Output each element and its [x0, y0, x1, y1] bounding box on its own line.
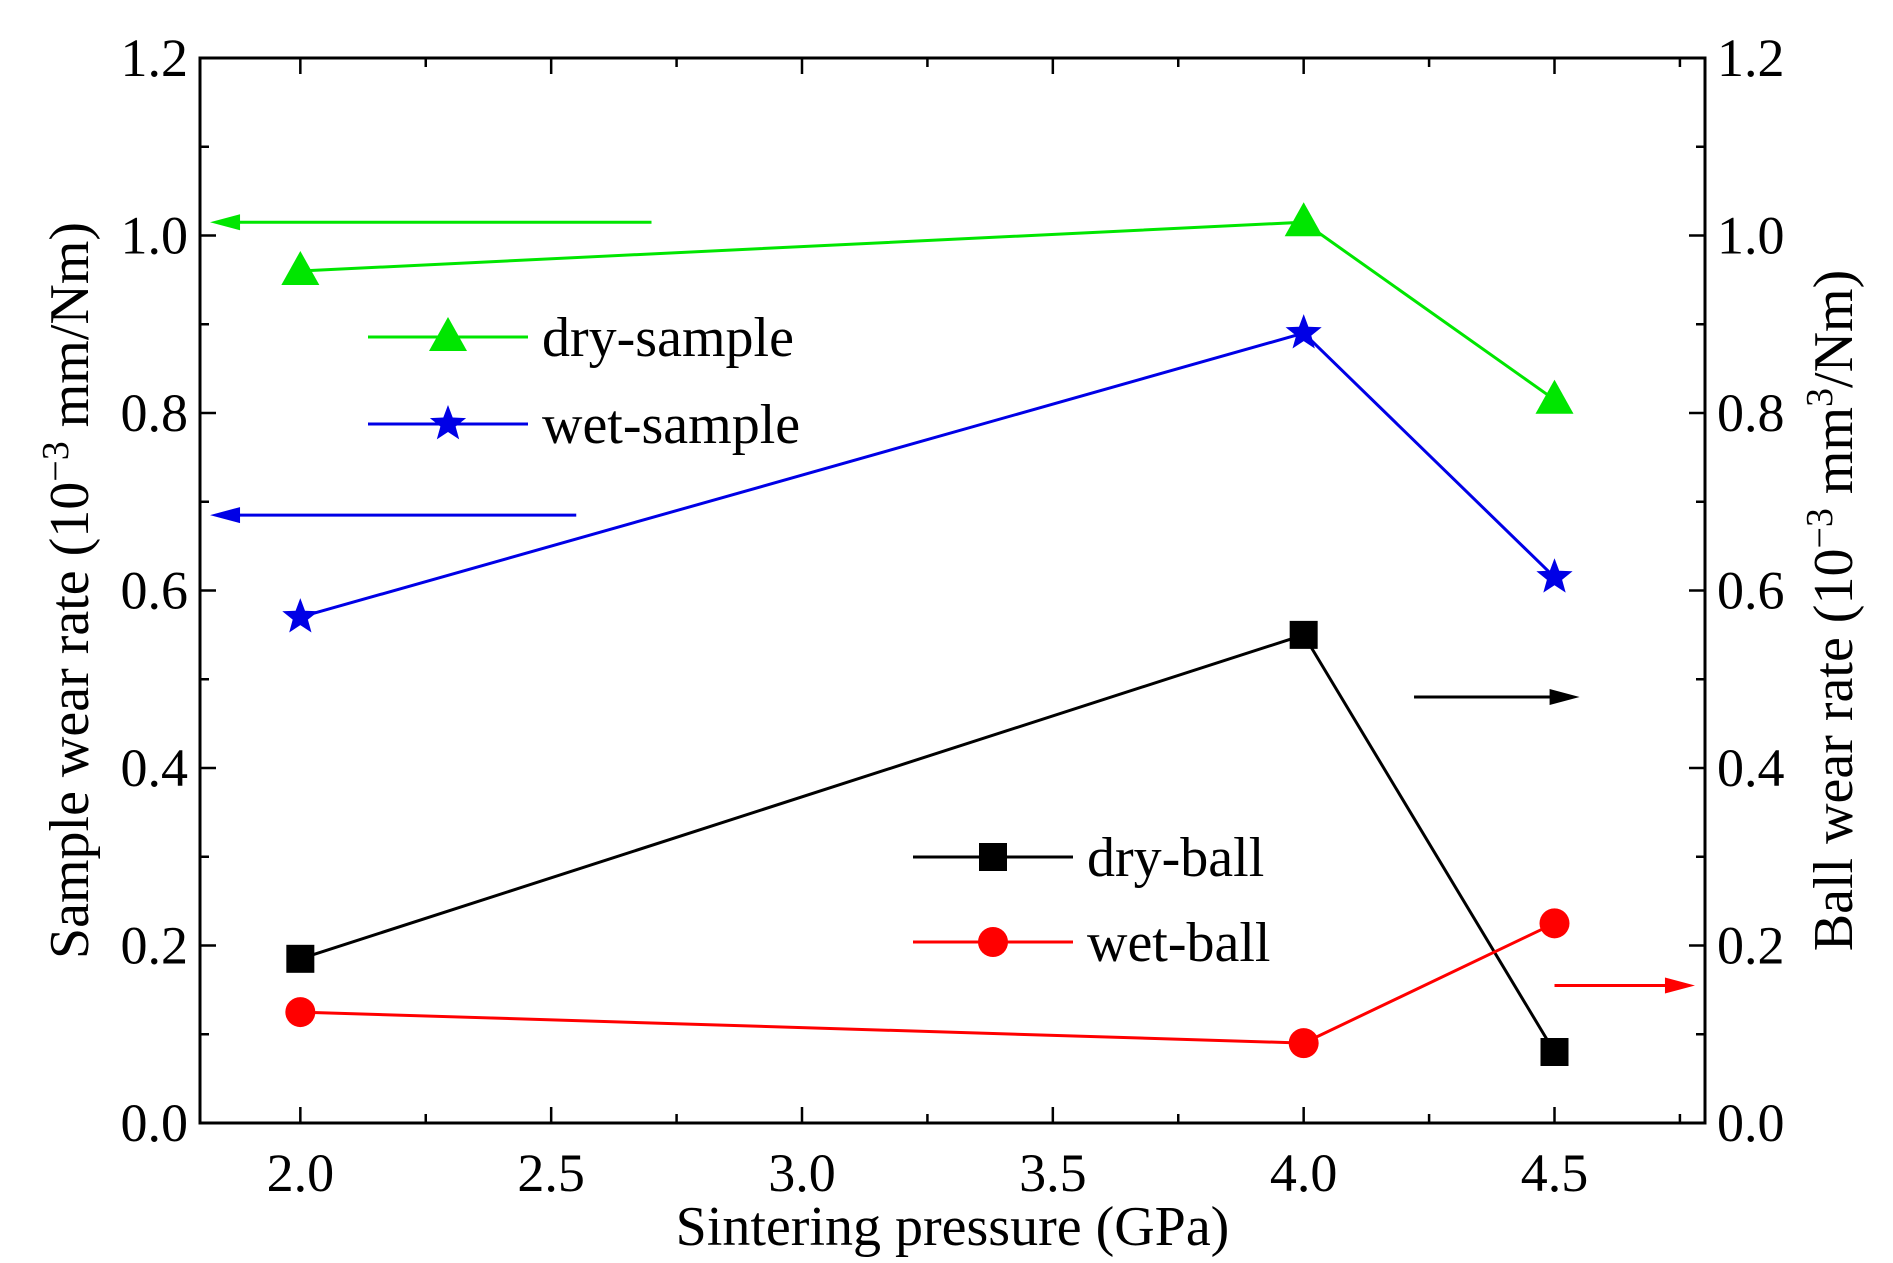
wet-ball-arrow-head	[1664, 977, 1695, 994]
wet-sample-arrow-head	[210, 507, 241, 524]
dry-ball-axis-arrow	[1414, 689, 1580, 705]
legend-item-wet-sample: wet-sample	[368, 394, 800, 456]
wet-sample-line	[299, 331, 1556, 619]
series-dry-ball	[286, 620, 1569, 1066]
wet-ball-point	[285, 997, 316, 1028]
y-left-tick-label: 1.0	[121, 206, 189, 266]
dry-sample-arrow-head	[210, 214, 241, 231]
wet-sample-point	[1285, 314, 1322, 349]
legend-marker-square	[979, 843, 1007, 871]
y-left-tick-label: 0.6	[121, 561, 189, 621]
dry-ball-arrow-head	[1549, 689, 1580, 705]
legend-label: wet-ball	[1087, 912, 1270, 974]
legend-item-dry-sample: dry-sample	[368, 307, 794, 369]
y-left-axis-title: Sample wear rate (10−3 mm/Nm)	[35, 222, 101, 959]
y-right-tick-label: 0.8	[1717, 383, 1785, 443]
dry-sample-point	[1535, 379, 1574, 414]
legend-marker-circle	[978, 927, 1008, 957]
axes-layer: 2.0 2.5 3.0 3.5 4.0 4.5 0.0 0.0 0.2 0.2 0.4 0.4 0.6 0…	[121, 28, 1785, 1203]
legend-label: dry-ball	[1087, 827, 1264, 889]
legend: dry-sample wet-sample dry-ball wet-ball	[368, 307, 1270, 974]
y-right-tick-label: 0.4	[1717, 738, 1785, 798]
wet-sample-point	[282, 598, 319, 633]
wet-ball-point	[1539, 908, 1570, 939]
y-left-tick-label: 1.2	[121, 28, 189, 88]
x-tick-label: 2.0	[267, 1143, 335, 1203]
y-right-tick-label: 1.0	[1717, 206, 1785, 266]
y-right-tick-label: 0.6	[1717, 561, 1785, 621]
series-wet-ball	[285, 908, 1570, 1059]
dry-ball-point	[286, 944, 315, 973]
y-left-tick-label: 0.0	[121, 1093, 189, 1153]
wet-ball-point	[1288, 1028, 1319, 1059]
x-tick-label: 3.0	[768, 1143, 836, 1203]
y-right-tick-label: 0.0	[1717, 1093, 1785, 1153]
dry-sample-point	[1284, 202, 1323, 237]
wet-sample-point	[1536, 558, 1573, 593]
wet-ball-axis-arrow	[1554, 977, 1695, 994]
dry-sample-point	[281, 251, 320, 285]
dry-sample-axis-arrow	[210, 214, 652, 231]
y-left-tick-label: 0.2	[121, 916, 189, 976]
legend-label: wet-sample	[542, 394, 800, 456]
y-left-tick-label: 0.8	[121, 383, 189, 443]
x-tick-label: 4.5	[1521, 1143, 1589, 1203]
dry-ball-line	[299, 633, 1556, 1053]
legend-label: dry-sample	[542, 307, 794, 369]
series-layer	[281, 202, 1574, 1066]
y-right-tick-label: 0.2	[1717, 916, 1785, 976]
plot-frame	[198, 56, 1707, 1125]
legend-item-wet-ball: wet-ball	[913, 912, 1270, 974]
y-right-tick-label: 1.2	[1717, 28, 1785, 88]
legend-marker-triangle	[429, 317, 467, 351]
dry-sample-line	[300, 220, 1556, 401]
x-tick-label: 2.5	[517, 1143, 585, 1203]
x-tick-label: 3.5	[1019, 1143, 1087, 1203]
x-axis-title: Sintering pressure (GPa)	[676, 1196, 1230, 1258]
dry-ball-point	[1540, 1038, 1569, 1066]
legend-item-dry-ball: dry-ball	[913, 827, 1264, 889]
dry-ball-point	[1289, 620, 1318, 649]
x-tick-label: 4.0	[1270, 1143, 1338, 1203]
y-right-axis-title: Ball wear rate (10−3 mm3/Nm)	[1799, 270, 1865, 951]
axis-labels: Sintering pressure (GPa) Sample wear rate…	[35, 222, 1865, 1258]
wet-sample-axis-arrow	[210, 507, 577, 524]
series-wet-sample	[282, 314, 1573, 633]
series-dry-sample	[281, 202, 1574, 414]
axis-indicator-arrows	[210, 214, 1695, 994]
y-left-tick-label: 0.4	[121, 738, 189, 798]
legend-marker-star	[429, 405, 467, 440]
